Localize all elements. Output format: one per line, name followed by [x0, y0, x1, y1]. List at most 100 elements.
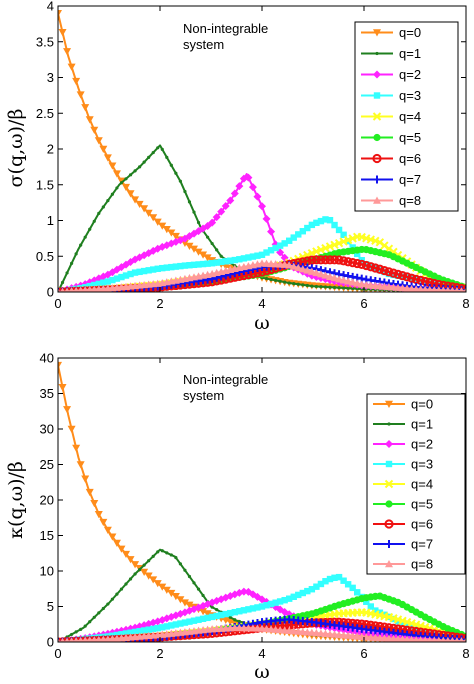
data-point	[190, 617, 198, 624]
legend-entry: q=6	[373, 517, 433, 532]
data-point	[112, 170, 121, 178]
data-point	[153, 580, 162, 588]
data-point	[435, 629, 442, 637]
data-point	[195, 261, 202, 268]
data-point	[101, 606, 105, 611]
y-tick-label: 2.5	[36, 106, 54, 121]
y-tick-label: 4	[47, 0, 54, 14]
legend-marker	[385, 460, 393, 468]
data-point	[463, 287, 466, 292]
data-point	[332, 285, 337, 290]
data-point	[138, 165, 142, 169]
data-point	[190, 245, 198, 253]
data-point	[301, 283, 305, 287]
data-point	[72, 444, 81, 452]
data-point	[171, 593, 180, 601]
data-point	[258, 202, 266, 211]
legend-marker	[372, 153, 382, 164]
legend: q=0 q=1 q=2 q=3 q=4 q=5 q=6 q=7 q=8	[354, 21, 459, 212]
data-point	[304, 224, 311, 232]
data-point	[119, 181, 124, 185]
data-point	[142, 563, 146, 567]
data-point	[408, 622, 415, 630]
series-q=1	[58, 144, 466, 292]
data-point	[100, 279, 107, 286]
data-point	[88, 227, 92, 231]
data-point	[122, 272, 130, 279]
data-point	[274, 278, 278, 282]
data-point	[299, 228, 306, 235]
data-point	[88, 620, 92, 624]
data-point	[190, 261, 198, 269]
data-point	[154, 265, 161, 272]
data-point	[339, 256, 349, 266]
y-tick-label: 2	[47, 142, 54, 157]
data-point	[335, 275, 344, 283]
data-point	[174, 171, 178, 175]
data-point	[376, 609, 384, 616]
data-point	[245, 254, 252, 261]
data-point	[169, 163, 173, 167]
data-point	[208, 613, 216, 621]
data-point	[335, 573, 343, 581]
data-point	[435, 636, 442, 642]
plot-area	[58, 9, 466, 292]
data-point	[159, 624, 166, 631]
data-point	[331, 221, 338, 229]
data-point	[106, 199, 110, 203]
data-point	[65, 271, 69, 275]
data-point	[263, 249, 270, 256]
data-point	[222, 258, 229, 265]
data-point	[308, 221, 316, 229]
data-point	[314, 284, 318, 289]
data-point	[348, 258, 358, 268]
legend-marker	[385, 500, 393, 508]
data-point	[58, 361, 62, 370]
data-point	[258, 603, 266, 610]
data-point	[431, 628, 438, 636]
data-point	[352, 258, 362, 269]
y-tick-label: 40	[40, 351, 54, 366]
legend-marker	[384, 519, 394, 529]
data-point	[162, 586, 171, 594]
data-point	[192, 210, 196, 214]
data-point	[58, 288, 61, 292]
data-point	[108, 533, 117, 541]
data-point	[74, 252, 78, 256]
data-point	[117, 545, 126, 553]
data-point	[337, 286, 341, 290]
data-point	[267, 227, 276, 236]
data-point	[388, 268, 399, 278]
data-point	[103, 154, 112, 162]
data-point	[276, 242, 284, 249]
y-tick-label: 0	[47, 635, 54, 650]
data-point	[326, 272, 334, 280]
data-point	[83, 235, 87, 239]
data-point	[140, 568, 149, 576]
data-point	[307, 248, 317, 258]
data-point	[354, 589, 361, 596]
x-tick-label: 8	[462, 296, 469, 311]
data-point	[95, 635, 103, 642]
data-point	[417, 636, 424, 642]
y-tick-label: 3	[47, 70, 54, 85]
y-tick-label: 30	[40, 422, 54, 437]
data-point	[370, 263, 380, 273]
data-point	[231, 256, 238, 264]
data-point	[156, 550, 160, 554]
data-point	[290, 593, 297, 600]
data-point	[90, 126, 99, 134]
data-point	[77, 286, 84, 292]
data-point	[323, 285, 328, 289]
data-point	[99, 145, 108, 153]
data-point	[153, 218, 162, 226]
data-point	[403, 635, 411, 642]
data-point	[253, 192, 262, 201]
data-point	[355, 287, 359, 291]
data-point	[131, 561, 140, 569]
data-point	[180, 599, 189, 607]
data-point	[127, 629, 134, 636]
data-point	[239, 587, 248, 596]
data-point	[375, 264, 385, 274]
legend-marker	[373, 92, 381, 99]
